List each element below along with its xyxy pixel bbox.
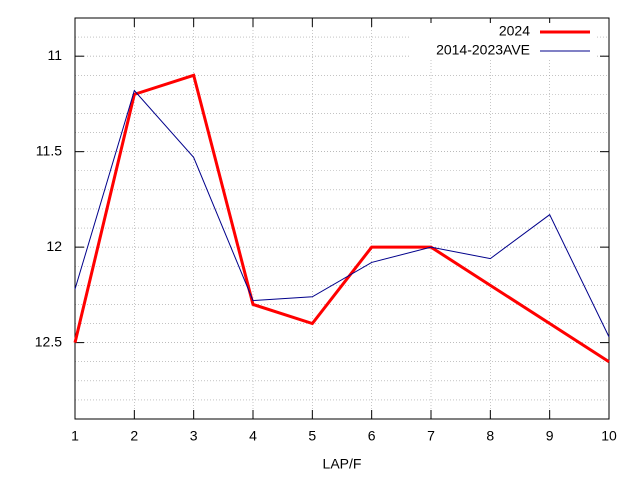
- x-tick-label: 2: [130, 428, 138, 444]
- y-tick-label: 12.5: [35, 333, 62, 349]
- series-line: [74, 89, 610, 338]
- x-tick-label: 7: [427, 428, 435, 444]
- y-tick-label: 11: [47, 47, 62, 63]
- legend-bg: [410, 42, 595, 60]
- series-line: [73, 73, 610, 363]
- x-tick-label: 9: [546, 428, 554, 444]
- legend-bg: [410, 23, 595, 41]
- legend-label: 2014-2023AVE: [436, 42, 530, 58]
- x-tick-label: 1: [71, 428, 79, 444]
- x-tick-label: 8: [486, 428, 494, 444]
- plot-frame: [74, 17, 610, 420]
- x-axis-label: LAP/F: [323, 456, 362, 472]
- x-tick-label: 4: [249, 428, 257, 444]
- x-tick-label: 10: [601, 428, 617, 444]
- x-tick-label: 6: [368, 428, 376, 444]
- x-tick-label: 3: [190, 428, 198, 444]
- x-tick-label: 5: [308, 428, 316, 444]
- y-tick-label: 12: [46, 238, 62, 254]
- legend-label: 2024: [499, 23, 530, 39]
- y-tick-label: 11.5: [36, 142, 62, 158]
